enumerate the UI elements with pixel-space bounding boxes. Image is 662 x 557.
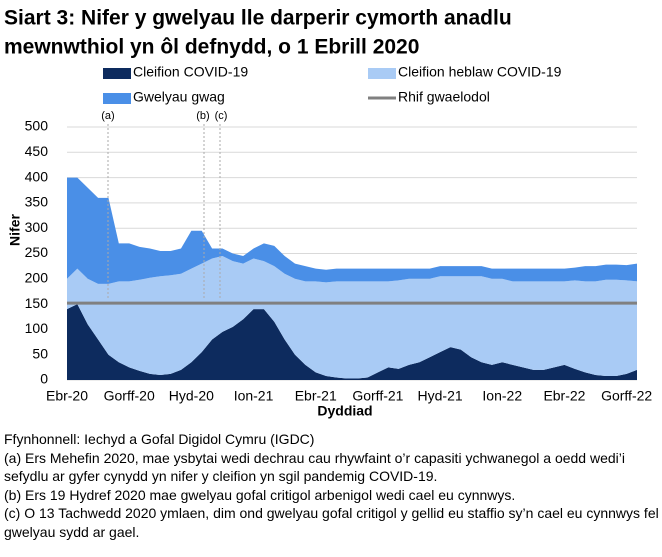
source: Ffynhonnell: Iechyd a Gofal Digidol Cymr… [4, 431, 315, 447]
y-tick-label: 100 [25, 320, 49, 336]
areas [67, 177, 637, 380]
y-tick-label: 200 [25, 270, 49, 286]
area [67, 177, 637, 284]
y-tick-label: 50 [32, 345, 48, 361]
chart-title: mewnwthiol yn ôl defnydd, o 1 Ebrill 202… [4, 36, 419, 59]
x-tick-label: Gorff-21 [352, 388, 403, 404]
x-tick-label: Ion-22 [482, 388, 522, 404]
y-tick-label: 300 [25, 219, 49, 235]
x-tick-label: Ion-21 [234, 388, 274, 404]
x-axis-label: Dyddiad [317, 403, 372, 419]
y-tick-label: 150 [25, 295, 49, 311]
chart: Siart 3: Nifer y gwelyau lle darperir cy… [4, 7, 652, 419]
area [67, 304, 637, 380]
x-tick-label: Hyd-20 [169, 388, 214, 404]
legend-swatch [103, 68, 131, 79]
y-tick-label: 450 [25, 143, 49, 159]
x-tick-label: Ebr-21 [295, 388, 337, 404]
legend-swatch [103, 93, 131, 104]
legend-swatch [368, 68, 396, 79]
legend-label: Cleifion COVID-19 [133, 64, 248, 80]
notes: Ffynhonnell: Iechyd a Gofal Digidol Cymr… [4, 430, 659, 541]
legend-label: Rhif gwaelodol [398, 89, 490, 105]
x-tick-label: Ebr-20 [46, 388, 88, 404]
x-tick-label: Ebr-22 [543, 388, 585, 404]
legend-label: Gwelyau gwag [133, 89, 225, 105]
annotation: (b) [196, 110, 209, 122]
annotation: (a) [101, 110, 114, 122]
y-tick-label: 0 [40, 371, 48, 387]
y-tick-label: 250 [25, 244, 49, 260]
x-tick-label: Gorff-20 [104, 388, 155, 404]
y-tick-label: 500 [25, 118, 49, 134]
y-tick-label: 400 [25, 168, 49, 184]
annotation: (c) [215, 110, 228, 122]
y-axis-label: Nifer [7, 214, 23, 246]
note: (b) Ers 19 Hydref 2020 mae gwelyau gofal… [4, 486, 516, 503]
y-tick-label: 350 [25, 194, 49, 210]
annotations: (a) (b) (c) [101, 110, 227, 300]
chart-title: Siart 3: Nifer y gwelyau lle darperir cy… [4, 7, 512, 30]
note: (c) O 13 Tachwedd 2020 ymlaen, dim ond g… [4, 505, 659, 540]
x-tick-label: Hyd-21 [418, 388, 463, 404]
area [67, 256, 637, 379]
note: (a) Ers Mehefin 2020, mae ysbytai wedi d… [4, 449, 625, 485]
legend-label: Cleifion heblaw COVID-19 [398, 64, 562, 80]
legend: Cleifion COVID-19 Cleifion heblaw COVID-1… [103, 64, 562, 105]
x-tick-label: Gorff-22 [601, 388, 652, 404]
